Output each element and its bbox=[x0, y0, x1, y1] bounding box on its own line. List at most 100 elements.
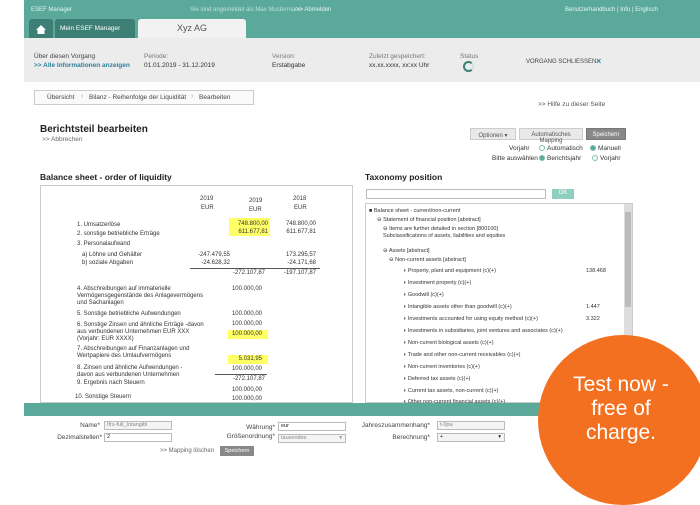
col-unit-1: EUR bbox=[201, 205, 214, 211]
close-process-button[interactable]: VORGANG SCHLIESSEN bbox=[526, 59, 597, 65]
tree-node[interactable]: ◖ Investments in subsidiaries, joint ven… bbox=[403, 328, 563, 334]
chevron-right-icon: › bbox=[191, 93, 194, 100]
currency-input[interactable]: eur bbox=[278, 422, 346, 431]
minus-icon: ⊖ bbox=[377, 217, 384, 223]
taxonomy-search-input[interactable] bbox=[366, 189, 546, 199]
table-row: 3. Personalaufwand bbox=[77, 241, 131, 247]
tree-node[interactable]: ◖ Intangible assets other than goodwill … bbox=[403, 304, 512, 310]
col-year-3: 2018 bbox=[293, 196, 307, 202]
defaults-label: Vorjahr bbox=[509, 145, 530, 152]
cell-value[interactable]: 611.677,81 bbox=[238, 229, 268, 235]
cell-value[interactable]: -197.107,87 bbox=[283, 270, 316, 276]
tree-node[interactable]: ◖ Investment property (c)(+) bbox=[403, 280, 472, 286]
leaf-icon: ◖ bbox=[403, 316, 408, 322]
table-row: 4. Abschreibungen auf immaterielle Vermö… bbox=[77, 286, 204, 306]
promo-text[interactable]: Test now - free of charge. bbox=[573, 373, 669, 444]
version-label: Version: bbox=[272, 53, 296, 60]
cell-value[interactable]: 100.000,00 bbox=[231, 396, 262, 402]
period-value: 01.01.2019 - 31.12.2019 bbox=[144, 62, 215, 69]
decimals-input[interactable]: 2 bbox=[104, 433, 172, 442]
tree-node[interactable]: ◖ Non-current biological assets (c)(+) bbox=[403, 340, 494, 346]
table-row: 1. Umsatzerlöse bbox=[77, 222, 121, 228]
currency-label: Währung* bbox=[246, 424, 275, 431]
close-icon[interactable]: × bbox=[596, 56, 602, 66]
cell-value[interactable]: 100.000,00 bbox=[231, 286, 262, 292]
minus-icon: ⊖ bbox=[389, 257, 396, 263]
cell-value[interactable]: 611.677,81 bbox=[286, 229, 316, 235]
tree-node[interactable]: ◖ Other non-current financial assets (c)… bbox=[403, 399, 506, 405]
tree-node[interactable]: ◖ Trade and other non-current receivable… bbox=[403, 352, 521, 358]
app-name: ESEF Manager bbox=[31, 7, 73, 13]
tree-node[interactable]: ◖ Current tax assets, non-current (c)(+) bbox=[403, 388, 499, 394]
save-button[interactable]: Speichern bbox=[586, 128, 626, 140]
cell-value[interactable]: 100.000,00 bbox=[231, 311, 262, 317]
tree-node[interactable]: ◖ Goodwill (c)(+) bbox=[403, 292, 444, 298]
cell-value[interactable]: -24.171,68 bbox=[287, 260, 316, 266]
options-button[interactable]: Optionen ▾ bbox=[470, 128, 516, 140]
cell-value[interactable]: 5.031,95 bbox=[238, 356, 262, 362]
magnitude-select[interactable]: tausendes ▾ bbox=[278, 434, 346, 443]
radio-report-year[interactable]: Berichtsjahr bbox=[539, 155, 581, 162]
table-row: a) Löhne und Gehälter bbox=[82, 252, 143, 258]
year-label: Jahreszusammenhang* bbox=[361, 422, 430, 429]
radio-prev-year[interactable]: Vorjahr bbox=[592, 155, 621, 162]
about-label: Über diesen Vorgang bbox=[34, 53, 96, 60]
ok-button[interactable]: OK bbox=[552, 189, 574, 199]
tree-node[interactable]: ◖ Deferred tax assets (c)(+) bbox=[403, 376, 471, 382]
auto-mapping-button[interactable]: Automatisches Mapping bbox=[519, 128, 583, 144]
tree-node[interactable]: ■ Balance sheet - current/non-current bbox=[369, 208, 461, 214]
period-label: Periode: bbox=[144, 53, 169, 60]
tree-node[interactable]: ⊖ Non-current assets [abstract] bbox=[389, 257, 466, 263]
col-unit-3: EUR bbox=[294, 205, 307, 211]
radio-icon bbox=[592, 155, 598, 162]
tree-node[interactable]: ⊖ Items are further detailed in section … bbox=[383, 226, 506, 239]
scrollbar-thumb[interactable] bbox=[625, 212, 631, 307]
tab-my-esef[interactable]: Mein ESEF Manager bbox=[55, 19, 135, 38]
cell-value[interactable]: 100.000,00 bbox=[231, 387, 262, 393]
tree-node[interactable]: ◖ Investments accounted for using equity… bbox=[403, 316, 538, 322]
cell-value[interactable]: 100.000,00 bbox=[231, 366, 262, 372]
leaf-icon: ◖ bbox=[403, 376, 408, 382]
tab-company[interactable]: Xyz AG bbox=[138, 19, 246, 38]
tree-node[interactable]: ◖ Non-current inventories (c)(+) bbox=[403, 364, 480, 370]
info-bar bbox=[24, 38, 700, 82]
cell-value[interactable]: -272.107,87 bbox=[232, 376, 265, 382]
radio-auto[interactable]: Automatisch bbox=[539, 145, 583, 152]
cell-value[interactable]: -24.628,32 bbox=[201, 260, 230, 266]
tree-node[interactable]: ◖ Property, plant and equipment (c)(+) bbox=[403, 268, 496, 274]
home-icon bbox=[36, 25, 46, 34]
tree-value: 1.447 bbox=[586, 304, 600, 310]
breadcrumb-balance[interactable]: Bilanz - Reihenfolge der Liquidität bbox=[89, 94, 187, 101]
folder-icon: ■ bbox=[369, 208, 374, 214]
name-input[interactable]: Ifrs-full_Intangibl bbox=[104, 421, 172, 430]
top-links[interactable]: Benutzerhandbuch | Info | Englisch bbox=[565, 7, 658, 13]
calc-select[interactable]: + ▾ bbox=[437, 433, 505, 442]
promo-badge[interactable] bbox=[538, 335, 700, 505]
cancel-link[interactable]: >> Abbrechen bbox=[42, 136, 83, 143]
logout-link[interactable]: >> Abmelden bbox=[296, 7, 332, 13]
taxonomy-title: Taxonomy position bbox=[365, 172, 443, 182]
year-input[interactable]: t-0pa bbox=[437, 421, 505, 430]
help-link[interactable]: >> Hilfe zu dieser Seite bbox=[538, 101, 606, 108]
home-tab[interactable] bbox=[29, 19, 53, 38]
form-save-button[interactable]: Speichern bbox=[220, 446, 254, 456]
cell-value[interactable]: 748.800,00 bbox=[285, 221, 316, 227]
about-link[interactable]: >> Alle Informationen anzeigen bbox=[34, 62, 130, 69]
status-label: Status bbox=[460, 53, 479, 60]
leaf-icon: ◖ bbox=[403, 280, 408, 286]
cell-value[interactable]: 173.295,57 bbox=[285, 252, 316, 258]
leaf-icon: ◖ bbox=[403, 292, 408, 298]
breadcrumb-overview[interactable]: Übersicht bbox=[47, 94, 75, 101]
highlight-box bbox=[228, 355, 268, 364]
cell-value[interactable]: -272.107,87 bbox=[232, 270, 265, 276]
cell-value[interactable]: 748.800,00 bbox=[237, 221, 268, 227]
cell-value[interactable]: 100.000,00 bbox=[231, 321, 262, 327]
delete-mapping-link[interactable]: >> Mapping löschen bbox=[160, 448, 215, 454]
cell-value[interactable]: -247.479,55 bbox=[197, 252, 230, 258]
cell-value[interactable]: 100.000,00 bbox=[231, 331, 262, 337]
tree-node[interactable]: ⊖ Statement of financial position [abstr… bbox=[377, 217, 481, 223]
name-label: Name* bbox=[80, 422, 100, 429]
radio-manual[interactable]: Manuell bbox=[590, 145, 621, 152]
tree-node[interactable]: ⊖ Assets [abstract] bbox=[383, 248, 430, 254]
tree-value: 3.322 bbox=[586, 316, 600, 322]
